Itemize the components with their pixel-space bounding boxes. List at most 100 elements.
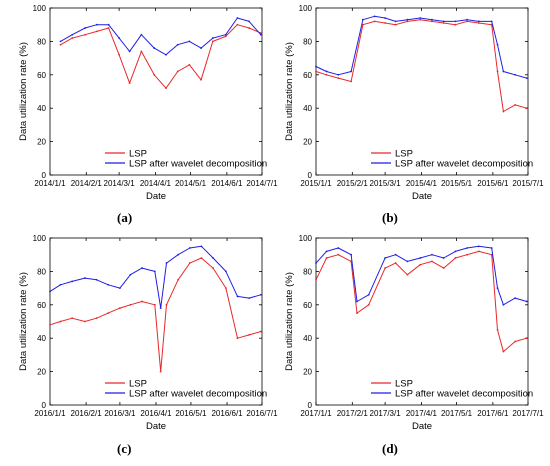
y-tick-label: 60: [303, 301, 312, 310]
x-tick-label: 2015/1/1: [300, 179, 332, 188]
data-point-lsp: [141, 300, 143, 303]
x-tick-label: 2015/2/1: [337, 179, 369, 188]
series-line-wavelet: [60, 17, 262, 56]
data-point-lsp: [95, 30, 98, 33]
data-point-lsp: [466, 20, 468, 23]
y-tick-label: 80: [303, 37, 312, 46]
data-point-wavelet: [259, 33, 262, 36]
data-point-lsp: [259, 330, 262, 333]
data-point-wavelet: [384, 17, 387, 19]
y-tick-label: 40: [303, 104, 312, 113]
data-point-lsp: [431, 260, 433, 263]
data-point-lsp: [514, 340, 517, 343]
data-point-lsp: [356, 312, 358, 315]
x-tick-label: 2014/7/1: [246, 179, 278, 188]
data-point-wavelet: [431, 18, 433, 21]
data-point-wavelet: [490, 20, 493, 23]
x-tick-label: 2014/4/1: [140, 179, 172, 188]
data-point-wavelet: [350, 70, 353, 73]
data-point-wavelet: [200, 47, 202, 49]
y-tick-label: 100: [33, 4, 47, 13]
x-tick-label: 2015/6/1: [477, 179, 509, 188]
data-point-wavelet: [118, 37, 121, 39]
data-point-lsp: [224, 287, 227, 289]
legend-entry: LSP: [395, 379, 413, 390]
data-point-lsp: [502, 110, 505, 113]
data-point-wavelet: [496, 43, 499, 46]
x-tick-label: 2017/6/1: [477, 409, 509, 418]
series-line-lsp: [315, 19, 527, 112]
y-tick-label: 20: [37, 368, 46, 377]
data-point-wavelet: [419, 257, 422, 259]
data-point-wavelet: [165, 53, 167, 56]
legend-entry: LSP: [395, 149, 413, 160]
legend-entry: LSP: [129, 149, 147, 160]
data-point-wavelet: [129, 273, 132, 276]
y-tick-label: 60: [303, 71, 312, 80]
y-tick-label: 0: [42, 401, 47, 410]
data-point-lsp: [211, 40, 214, 43]
data-point-wavelet: [315, 262, 317, 264]
data-point-wavelet: [236, 295, 239, 298]
plot-frame: [315, 7, 529, 176]
plot-frame: [315, 237, 529, 406]
x-tick-label: 2015/5/1: [441, 179, 473, 188]
data-point-lsp: [337, 253, 340, 256]
x-axis-title: Date: [146, 191, 166, 202]
data-point-lsp: [212, 267, 214, 269]
data-point-wavelet: [350, 253, 353, 256]
data-point-wavelet: [236, 17, 239, 19]
x-axis-title: Date: [146, 421, 166, 432]
x-tick-label: 2017/7/1: [512, 409, 544, 418]
data-point-lsp: [236, 23, 239, 26]
y-tick-label: 100: [33, 234, 47, 243]
x-tick-label: 2016/5/1: [175, 409, 207, 418]
data-point-wavelet: [95, 23, 98, 26]
x-tick-label: 2016/2/1: [71, 409, 103, 418]
data-point-wavelet: [525, 77, 528, 80]
y-tick-label: 40: [303, 334, 312, 343]
data-point-wavelet: [502, 70, 505, 73]
data-point-wavelet: [394, 253, 397, 256]
y-tick-label: 0: [308, 171, 313, 180]
y-tick-label: 100: [299, 234, 313, 243]
data-point-lsp: [248, 333, 251, 336]
data-point-wavelet: [315, 65, 317, 68]
x-tick-label: 2016/4/1: [140, 409, 172, 418]
panel-label-a: (a): [117, 210, 133, 225]
data-point-lsp: [373, 20, 376, 23]
data-point-wavelet: [406, 260, 409, 263]
data-point-lsp: [165, 87, 167, 90]
series-line-lsp: [315, 250, 527, 353]
data-point-lsp: [59, 320, 62, 323]
data-point-lsp: [248, 27, 251, 29]
y-tick-label: 20: [303, 368, 312, 377]
data-point-lsp: [118, 307, 121, 310]
data-point-lsp: [384, 22, 387, 24]
data-point-lsp: [200, 78, 202, 81]
data-point-lsp: [406, 273, 409, 276]
data-point-wavelet: [141, 267, 143, 269]
data-point-wavelet: [431, 253, 433, 256]
data-point-wavelet: [367, 293, 370, 296]
data-point-wavelet: [490, 247, 493, 249]
data-point-wavelet: [454, 20, 457, 23]
x-tick-label: 2014/1/1: [34, 179, 66, 188]
data-point-lsp: [95, 317, 98, 320]
data-point-wavelet: [128, 50, 131, 53]
data-point-lsp: [128, 82, 131, 85]
y-tick-label: 100: [299, 4, 313, 13]
series-line-wavelet: [315, 15, 527, 79]
x-tick-label: 2015/3/1: [370, 179, 402, 188]
data-point-lsp: [200, 257, 203, 259]
data-point-lsp: [477, 22, 480, 24]
data-point-lsp: [431, 20, 433, 23]
data-point-wavelet: [118, 287, 121, 289]
data-point-lsp: [466, 253, 468, 256]
data-point-lsp: [442, 22, 445, 24]
y-tick-label: 60: [37, 71, 46, 80]
data-point-wavelet: [259, 293, 262, 296]
data-point-lsp: [176, 70, 179, 73]
y-tick-label: 60: [37, 301, 46, 310]
data-point-wavelet: [496, 287, 499, 289]
